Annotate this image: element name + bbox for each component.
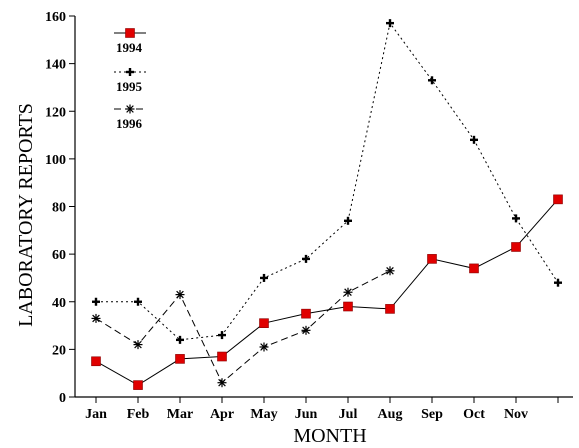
data-point-1996	[175, 290, 185, 300]
legend-marker-1996	[125, 104, 135, 114]
y-tick-label: 20	[52, 343, 66, 358]
y-tick-label: 100	[45, 153, 66, 168]
data-point-1996	[133, 340, 143, 350]
chart-axes	[74, 16, 573, 398]
data-point-1994	[469, 263, 479, 274]
x-tick-label: Mar	[167, 407, 193, 422]
x-tick-label: Oct	[463, 407, 485, 422]
data-point-1994	[175, 354, 185, 364]
data-point-1995	[554, 278, 562, 287]
legend-marker-1994	[125, 28, 135, 38]
data-point-1995	[428, 76, 436, 85]
y-axis-ticks: 0 20 40 60 80 100 120 140 160	[45, 10, 75, 406]
x-axis-title: MONTH	[293, 425, 366, 447]
data-point-1996	[343, 287, 353, 297]
x-tick-label: Jan	[85, 407, 107, 422]
x-axis-ticks: Jan Feb Mar Apr May Jun Jul Aug Sep Oct Nov	[85, 397, 559, 422]
x-tick-label: Jun	[295, 407, 318, 422]
data-point-1995	[386, 19, 394, 28]
x-tick-label: Sep	[421, 407, 443, 422]
legend-label-1994: 1994	[116, 40, 143, 55]
chart-legend: 1994 1995 1996	[114, 28, 146, 131]
chart-series	[91, 19, 563, 390]
data-point-1994	[217, 351, 227, 362]
x-tick-label: Feb	[127, 407, 150, 422]
data-point-1995	[92, 297, 100, 306]
data-point-1995	[512, 214, 520, 223]
y-tick-label: 80	[52, 201, 66, 216]
data-point-1994	[427, 254, 437, 264]
data-point-1995	[134, 297, 142, 306]
y-tick-label: 140	[45, 58, 66, 73]
data-point-1995	[218, 331, 226, 340]
data-point-1994	[553, 194, 563, 205]
data-point-1995	[470, 135, 478, 144]
data-point-1996	[301, 325, 311, 335]
x-tick-label: Jul	[339, 407, 358, 422]
legend-label-1996: 1996	[116, 116, 143, 131]
legend-label-1995: 1995	[116, 79, 143, 94]
data-point-1994	[343, 301, 353, 312]
data-point-1994	[133, 380, 143, 390]
x-tick-label: Nov	[504, 407, 528, 422]
series-line-1995	[96, 21, 559, 341]
series-line-1996	[95, 270, 391, 384]
data-point-1996	[259, 342, 269, 352]
data-point-1995	[344, 216, 352, 225]
data-point-1995	[302, 254, 310, 263]
data-point-1996	[385, 266, 395, 276]
data-point-1995	[176, 335, 184, 344]
x-tick-label: May	[250, 407, 277, 422]
y-axis-title: LABORATORY REPORTS	[15, 103, 37, 327]
data-point-1994	[91, 356, 101, 367]
legend-marker-1995	[126, 68, 134, 76]
x-tick-label: Apr	[210, 407, 234, 422]
x-tick-label: Aug	[378, 407, 403, 422]
data-point-1994	[385, 304, 395, 314]
data-point-1996	[217, 378, 227, 388]
y-tick-label: 160	[45, 10, 66, 25]
data-point-1994	[259, 318, 269, 328]
series-line-1994	[95, 199, 559, 386]
y-tick-label: 60	[52, 248, 66, 263]
data-point-1996	[91, 313, 101, 323]
data-point-1994	[511, 242, 521, 252]
data-point-1994	[301, 308, 311, 319]
y-tick-label: 0	[59, 391, 66, 406]
y-tick-label: 120	[45, 105, 66, 120]
y-tick-label: 40	[52, 296, 66, 311]
data-point-1995	[260, 273, 268, 282]
